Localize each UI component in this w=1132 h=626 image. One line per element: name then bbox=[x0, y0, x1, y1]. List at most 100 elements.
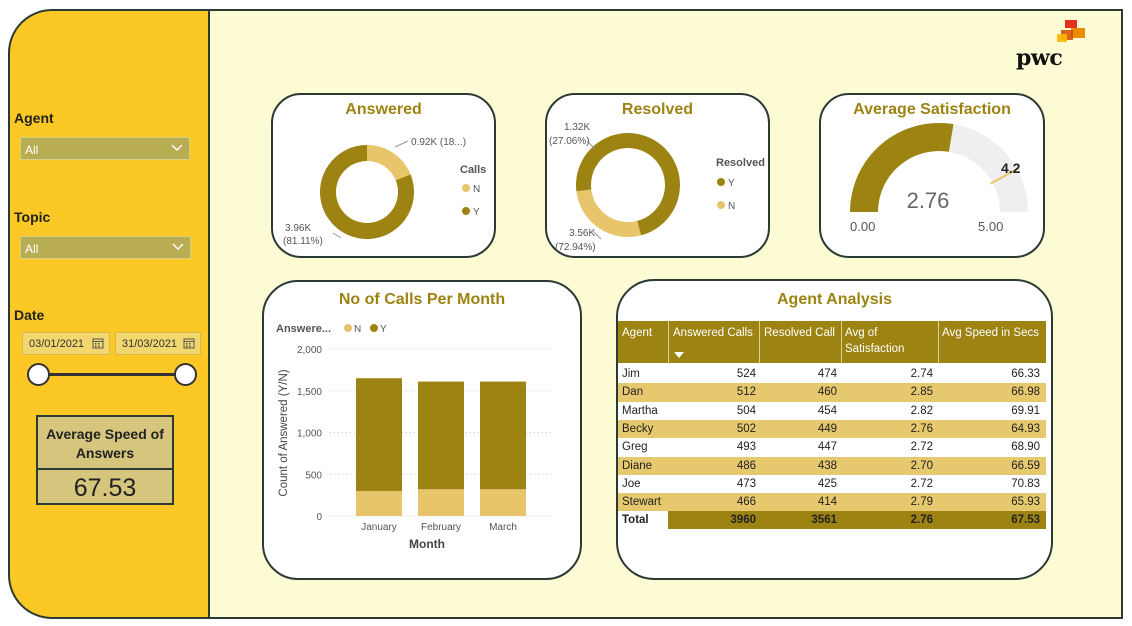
bar-february-n[interactable] bbox=[418, 489, 464, 516]
table-row[interactable]: Diane 486 438 2.70 66.59 bbox=[618, 456, 1046, 475]
col-resolved-call[interactable]: Resolved Call bbox=[764, 327, 835, 339]
table-cell: 2.74 bbox=[910, 368, 933, 380]
sort-desc-icon[interactable] bbox=[674, 352, 684, 358]
table-cell: 438 bbox=[817, 459, 837, 472]
agent-filter-label: Agent bbox=[14, 110, 54, 126]
calendar-icon[interactable] bbox=[92, 337, 104, 349]
avg-speed-card: Average Speed of Answers 67.53 bbox=[36, 415, 174, 505]
start-date-input[interactable]: 03/01/2021 bbox=[22, 332, 110, 355]
resolved-n-label: 1.32K bbox=[564, 122, 590, 133]
bar-march-n[interactable] bbox=[480, 489, 526, 516]
x-tick-label: March bbox=[489, 522, 517, 533]
table-cell: 486 bbox=[736, 459, 756, 472]
table-cell: 425 bbox=[817, 477, 837, 490]
answered-legend-y: Y bbox=[473, 207, 480, 218]
calls-legend-title: Answere... bbox=[276, 323, 331, 335]
date-slider-start-handle[interactable] bbox=[27, 363, 50, 386]
calls-legend-n: N bbox=[354, 324, 361, 335]
table-row[interactable]: Becky 502 449 2.76 64.93 bbox=[618, 419, 1046, 439]
answered-n-label: 0.92K (18...) bbox=[411, 137, 466, 148]
gauge-max-label: 5.00 bbox=[978, 219, 1003, 234]
calls-legend-y: Y bbox=[380, 324, 387, 335]
total-speed: 67.53 bbox=[1011, 514, 1040, 526]
answered-slice-y[interactable] bbox=[320, 145, 414, 239]
legend-marker-n bbox=[344, 324, 352, 332]
y-axis-title: Count of Answered (Y/N) bbox=[278, 369, 290, 496]
total-resolved: 3561 bbox=[811, 514, 837, 526]
table-cell: 2.82 bbox=[910, 404, 933, 417]
col-answered-calls[interactable]: Answered Calls bbox=[673, 327, 753, 339]
table-row[interactable]: Joe 473 425 2.72 70.83 bbox=[618, 475, 1046, 493]
pwc-logo-icon bbox=[1057, 20, 1085, 42]
agent-name-cell: Greg bbox=[622, 441, 648, 454]
table-cell: 2.72 bbox=[910, 477, 933, 490]
calendar-icon[interactable] bbox=[183, 337, 195, 349]
total-satisfaction: 2.76 bbox=[910, 514, 933, 526]
end-date-input[interactable]: 31/03/2021 bbox=[115, 332, 201, 355]
legend-marker-y bbox=[370, 324, 378, 332]
table-row[interactable]: Stewart 466 414 2.79 65.93 bbox=[618, 493, 1046, 512]
table-row[interactable]: Martha 504 454 2.82 69.91 bbox=[618, 402, 1046, 420]
table-cell: 414 bbox=[817, 496, 837, 509]
table-row[interactable]: Jim 524 474 2.74 66.33 bbox=[618, 365, 1046, 383]
calls-per-month-chart[interactable]: Answere... N Y 0 500 1,000 1,500 2,000 Janua… bbox=[262, 280, 582, 580]
answered-y-label: 3.96K bbox=[285, 223, 311, 234]
col-avg-satisfaction[interactable]: Avg of Satisfaction bbox=[845, 327, 905, 355]
resolved-slice-n[interactable] bbox=[576, 184, 641, 243]
topic-filter-label: Topic bbox=[14, 209, 51, 225]
agent-table-title: Agent Analysis bbox=[777, 291, 892, 308]
topic-dropdown[interactable]: All bbox=[20, 236, 191, 259]
answered-legend-title: Calls bbox=[460, 164, 486, 176]
table-cell: 466 bbox=[736, 496, 756, 509]
avg-speed-value: 67.53 bbox=[73, 474, 137, 502]
bar-march-y[interactable] bbox=[480, 381, 526, 490]
resolved-slice-y[interactable] bbox=[570, 127, 686, 242]
legend-marker-n bbox=[717, 201, 725, 209]
agent-dropdown[interactable]: All bbox=[20, 137, 190, 160]
table-header: Agent Answered Calls Resolved Call Avg o… bbox=[618, 321, 1046, 363]
legend-marker-n bbox=[462, 184, 470, 192]
table-cell: 65.93 bbox=[1011, 496, 1040, 509]
resolved-y-pct: (72.94%) bbox=[555, 242, 596, 253]
bar-january-y[interactable] bbox=[356, 378, 402, 491]
y-tick-label: 1,500 bbox=[297, 387, 322, 398]
legend-marker-y bbox=[462, 207, 470, 215]
bar-january-n[interactable] bbox=[356, 490, 402, 516]
col-avg-speed[interactable]: Avg Speed in Secs bbox=[942, 327, 1039, 339]
table-cell: 2.76 bbox=[910, 422, 933, 435]
avg-speed-title: Average Speed of Answers bbox=[46, 426, 164, 461]
table-cell: 504 bbox=[736, 404, 756, 417]
bar-february-y[interactable] bbox=[418, 381, 464, 490]
divider bbox=[759, 321, 760, 363]
date-slider-track[interactable] bbox=[38, 373, 186, 376]
table-cell: 449 bbox=[817, 422, 837, 435]
topic-dropdown-value: All bbox=[25, 242, 39, 256]
table-row[interactable]: Greg 493 447 2.72 68.90 bbox=[618, 438, 1046, 456]
table-cell: 2.72 bbox=[910, 441, 933, 454]
x-axis-title: Month bbox=[409, 537, 445, 551]
table-cell: 447 bbox=[817, 441, 837, 454]
total-answered: 3960 bbox=[730, 514, 756, 526]
resolved-legend-n: N bbox=[728, 201, 735, 212]
y-tick-label: 0 bbox=[316, 512, 322, 523]
total-label: Total bbox=[622, 514, 649, 526]
table-cell: 70.83 bbox=[1011, 477, 1040, 490]
table-cell: 460 bbox=[817, 386, 837, 399]
x-tick-label: February bbox=[421, 522, 461, 533]
resolved-donut-chart[interactable]: 1.32K (27.06%) 3.56K (72.94%) Resolved Y… bbox=[545, 93, 770, 258]
col-agent[interactable]: Agent bbox=[622, 327, 653, 339]
answered-donut-chart[interactable]: 0.92K (18...) 3.96K (81.11%) Calls N Y bbox=[271, 93, 496, 258]
answered-slice-n[interactable] bbox=[367, 145, 411, 181]
y-tick-label: 1,000 bbox=[297, 429, 322, 440]
table-cell: 512 bbox=[736, 386, 756, 399]
agent-name-cell: Becky bbox=[622, 422, 654, 435]
divider bbox=[841, 321, 842, 363]
answered-title: Answered bbox=[345, 101, 422, 118]
table-cell: 2.85 bbox=[910, 386, 933, 399]
gauge-fill bbox=[850, 123, 954, 212]
date-slider-end-handle[interactable] bbox=[174, 363, 197, 386]
table-cell: 66.98 bbox=[1011, 386, 1040, 399]
table-row[interactable]: Dan 512 460 2.85 66.98 bbox=[618, 383, 1046, 402]
table-total-row: Total 3960 3561 2.76 67.53 bbox=[618, 511, 1046, 529]
satisfaction-gauge[interactable]: 2.76 0.00 5.00 4.2 bbox=[819, 93, 1045, 258]
